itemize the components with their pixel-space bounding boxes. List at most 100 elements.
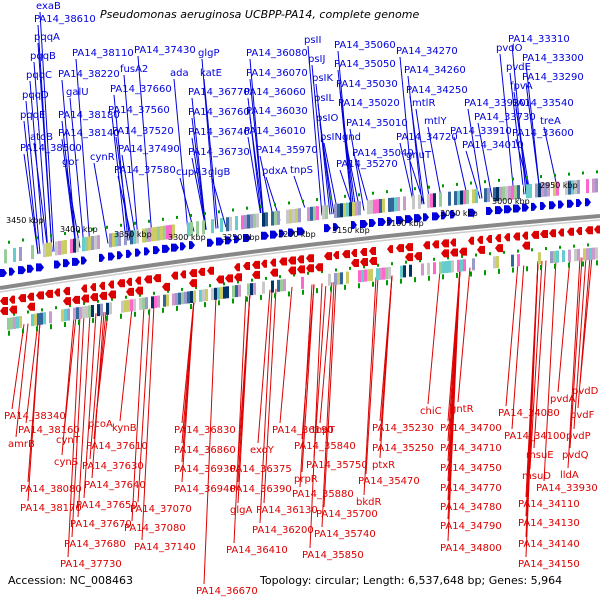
gc-tick xyxy=(414,277,416,283)
gene-label: PA14_34710 xyxy=(440,443,502,454)
reverse-gene-arrow xyxy=(135,276,141,285)
feature-bar xyxy=(493,256,496,269)
feature-bar xyxy=(385,267,388,280)
feature-bar xyxy=(310,206,313,221)
gene-label: glgA xyxy=(230,505,252,516)
gene-label: PA14_35230 xyxy=(372,423,434,434)
gene-label: PA14_35700 xyxy=(316,509,378,520)
reverse-gene-arrow xyxy=(324,252,332,261)
feature-bar xyxy=(400,265,403,278)
feature-bar xyxy=(460,190,463,205)
gene-label: PA14_37640 xyxy=(84,480,146,491)
feature-bar xyxy=(82,237,85,252)
connector-line xyxy=(25,321,39,424)
connector-line xyxy=(15,323,29,438)
gene-label: PA14_36860 xyxy=(174,445,236,456)
feature-bar xyxy=(382,198,385,213)
feature-bar xyxy=(166,294,169,307)
forward-gene-arrow xyxy=(0,269,7,277)
reverse-gene-arrow xyxy=(387,245,393,254)
forward-gene-arrow xyxy=(99,253,105,262)
connector-line xyxy=(27,321,41,502)
gene-label: pqqB xyxy=(30,51,56,62)
gc-tick xyxy=(153,291,155,295)
reverse-gene-arrow xyxy=(522,241,530,250)
feature-bar xyxy=(472,258,475,271)
gene-label: tnpS xyxy=(290,165,313,176)
feature-bar xyxy=(376,268,379,281)
feature-bar xyxy=(142,297,145,310)
gene-label: PA14_34790 xyxy=(440,521,502,532)
feature-bar xyxy=(76,238,79,253)
gene-label: PA14_36940 xyxy=(174,484,236,495)
connector-line xyxy=(313,282,327,459)
gc-tick xyxy=(559,245,561,249)
feature-bar xyxy=(79,306,82,319)
reverse-gene-arrow xyxy=(405,253,413,262)
connector-line xyxy=(123,74,139,240)
feature-bar xyxy=(19,315,22,328)
feature-bar xyxy=(271,280,274,293)
feature-bar xyxy=(226,286,229,299)
gc-tick xyxy=(302,199,304,203)
gc-tick xyxy=(540,265,542,271)
feature-bar xyxy=(145,297,148,310)
reverse-gene-arrow xyxy=(0,297,8,305)
gene-label: msuE xyxy=(526,450,554,461)
gene-label: PA14_35880 xyxy=(292,489,354,500)
reverse-gene-arrow xyxy=(360,248,367,257)
reverse-gene-arrow xyxy=(531,230,539,239)
feature-bar xyxy=(295,208,298,223)
feature-bar xyxy=(340,203,343,218)
feature-bar xyxy=(244,283,247,296)
gene-label: PA14_38500 xyxy=(20,143,82,154)
feature-bar xyxy=(43,312,46,325)
reverse-gene-arrow xyxy=(18,294,26,303)
feature-bar xyxy=(592,178,595,193)
connector-line xyxy=(89,312,103,460)
gc-tick xyxy=(335,268,337,272)
reverse-gene-arrow xyxy=(90,283,96,292)
gc-tick xyxy=(456,182,458,186)
feature-bar xyxy=(337,272,340,285)
gc-tick xyxy=(232,298,234,304)
feature-bar xyxy=(451,260,454,273)
connector-line xyxy=(137,55,153,238)
reverse-gene-arrow xyxy=(126,277,132,286)
reverse-gene-arrow xyxy=(594,225,600,234)
connector-line xyxy=(543,259,557,482)
feature-bar xyxy=(277,279,280,292)
gc-tick xyxy=(125,295,127,299)
feature-bar xyxy=(214,287,217,300)
reverse-gene-arrow xyxy=(252,270,260,279)
feature-bar xyxy=(442,261,445,274)
gene-label: glgB xyxy=(208,167,230,178)
feature-bar xyxy=(439,192,442,207)
gc-tick xyxy=(64,232,66,236)
connector-line xyxy=(259,155,275,222)
feature-bar xyxy=(43,243,46,258)
reverse-gene-arrow xyxy=(549,229,556,238)
reverse-gene-arrow xyxy=(108,280,114,289)
forward-gene-arrow xyxy=(540,202,546,211)
connector-line xyxy=(121,154,137,240)
forward-gene-arrow xyxy=(414,214,422,223)
gene-label: treA xyxy=(540,116,561,127)
feature-bar xyxy=(418,194,421,209)
feature-bar xyxy=(289,209,292,224)
gene-label: PA14_38340 xyxy=(4,411,66,422)
forward-gene-arrow xyxy=(486,206,493,215)
gene-label: gntR xyxy=(450,404,474,415)
forward-gene-arrow xyxy=(504,205,512,214)
feature-bar xyxy=(577,179,580,194)
gene-label: pqqD xyxy=(22,90,49,101)
feature-bar xyxy=(370,268,373,281)
connector-line xyxy=(11,324,25,410)
gc-tick-ring xyxy=(8,170,598,336)
gene-label: PA14_37630 xyxy=(82,461,144,472)
gene-label: PA14_35270 xyxy=(336,159,398,170)
gene-label: PA14_33930 xyxy=(536,483,598,494)
connector-line xyxy=(515,108,531,195)
feature-bar xyxy=(370,199,373,214)
reverse-gene-arrow xyxy=(261,259,267,268)
